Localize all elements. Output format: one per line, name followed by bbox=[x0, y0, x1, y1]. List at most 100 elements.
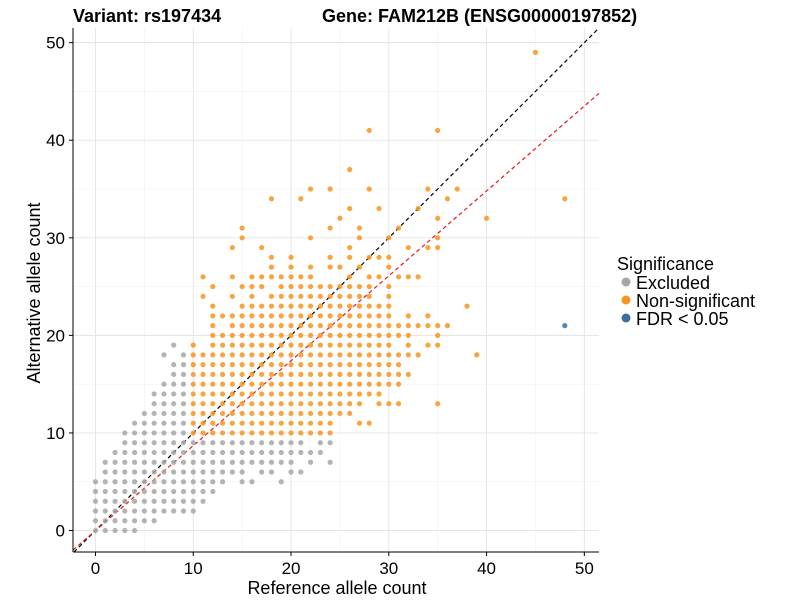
data-point bbox=[210, 469, 216, 475]
data-point bbox=[317, 420, 323, 426]
data-point bbox=[435, 401, 441, 407]
data-point bbox=[229, 352, 235, 358]
data-point bbox=[259, 420, 265, 426]
data-point bbox=[268, 469, 275, 475]
data-point bbox=[288, 381, 294, 387]
data-point bbox=[229, 381, 235, 387]
data-point bbox=[210, 459, 216, 465]
data-point bbox=[122, 430, 128, 436]
data-point bbox=[210, 488, 216, 495]
data-point bbox=[210, 430, 216, 436]
data-point bbox=[161, 488, 167, 495]
data-point bbox=[161, 420, 167, 426]
data-point bbox=[122, 469, 128, 475]
data-point bbox=[229, 244, 235, 251]
data-point bbox=[151, 401, 157, 407]
data-point bbox=[249, 332, 255, 338]
data-point bbox=[268, 274, 275, 280]
data-point bbox=[249, 313, 255, 319]
data-point bbox=[288, 401, 294, 407]
data-point bbox=[151, 498, 157, 504]
data-point bbox=[122, 440, 128, 446]
data-point bbox=[288, 323, 294, 329]
data-point bbox=[219, 371, 226, 378]
data-point bbox=[298, 362, 304, 368]
data-point bbox=[278, 449, 284, 456]
data-point bbox=[239, 362, 245, 368]
data-point bbox=[337, 283, 343, 290]
data-point bbox=[298, 196, 304, 202]
data-point bbox=[219, 362, 226, 368]
data-point bbox=[171, 381, 177, 387]
data-point bbox=[102, 479, 108, 485]
data-point bbox=[131, 488, 138, 495]
data-point bbox=[190, 440, 196, 446]
data-point bbox=[180, 371, 187, 378]
data-point bbox=[239, 401, 245, 407]
data-point bbox=[376, 362, 382, 368]
data-point bbox=[102, 459, 108, 465]
data-point bbox=[171, 459, 177, 465]
data-point bbox=[288, 430, 294, 436]
data-point bbox=[259, 332, 265, 338]
data-point bbox=[190, 352, 196, 358]
data-point bbox=[288, 254, 294, 260]
data-point bbox=[249, 352, 255, 358]
data-point bbox=[219, 313, 226, 319]
data-point bbox=[444, 196, 451, 202]
data-point bbox=[190, 430, 196, 436]
data-point bbox=[386, 381, 392, 387]
data-point bbox=[268, 381, 275, 387]
data-point bbox=[122, 508, 128, 514]
data-point bbox=[190, 508, 196, 514]
data-point bbox=[386, 254, 392, 260]
data-point bbox=[180, 401, 187, 407]
data-point bbox=[395, 274, 402, 280]
data-point bbox=[112, 479, 118, 485]
data-point bbox=[366, 371, 372, 378]
data-point bbox=[386, 235, 392, 241]
data-point bbox=[298, 293, 304, 299]
data-point bbox=[288, 274, 294, 280]
data-point bbox=[298, 323, 304, 329]
data-point bbox=[347, 362, 353, 368]
data-point bbox=[356, 401, 363, 407]
data-points bbox=[92, 49, 568, 534]
x-tick-label: 40 bbox=[477, 559, 496, 578]
data-point bbox=[337, 215, 343, 221]
data-point bbox=[122, 488, 128, 495]
legend: Significance ExcludedNon-significantFDR … bbox=[617, 254, 755, 329]
data-point bbox=[327, 293, 333, 299]
data-point bbox=[356, 420, 363, 426]
data-point bbox=[268, 293, 275, 299]
data-point bbox=[210, 352, 216, 358]
data-point bbox=[180, 362, 187, 368]
data-point bbox=[307, 283, 314, 290]
data-point bbox=[161, 381, 167, 387]
data-point bbox=[151, 410, 157, 417]
data-point bbox=[347, 381, 353, 387]
data-point bbox=[356, 303, 363, 309]
data-point bbox=[307, 235, 314, 241]
data-point bbox=[376, 352, 382, 358]
data-point bbox=[395, 332, 402, 338]
data-point bbox=[180, 469, 187, 475]
data-point bbox=[532, 49, 539, 55]
data-point bbox=[171, 362, 177, 368]
data-point bbox=[298, 410, 304, 417]
data-point bbox=[229, 410, 235, 417]
data-point bbox=[366, 186, 372, 192]
data-point bbox=[229, 362, 235, 368]
data-point bbox=[317, 332, 323, 338]
data-point bbox=[405, 274, 411, 280]
data-point bbox=[395, 225, 402, 231]
data-point bbox=[151, 469, 157, 475]
data-point bbox=[180, 449, 187, 456]
data-point bbox=[219, 420, 226, 426]
data-point bbox=[337, 264, 343, 270]
data-point bbox=[307, 313, 314, 319]
data-point bbox=[405, 352, 411, 358]
data-point bbox=[210, 420, 216, 426]
